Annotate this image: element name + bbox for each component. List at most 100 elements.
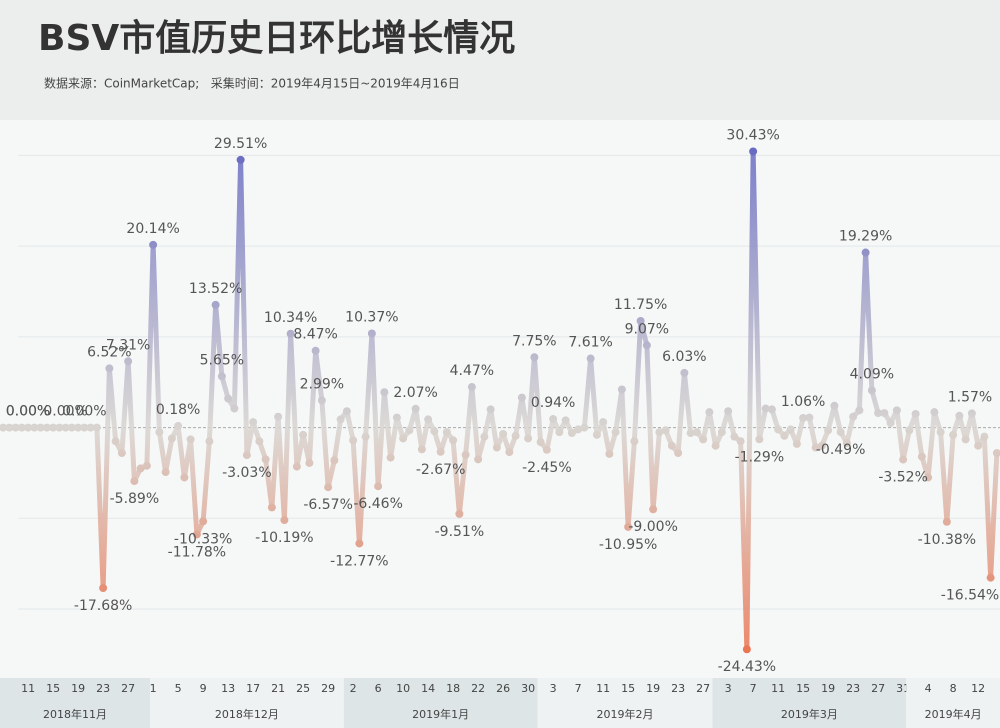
point (61, 423, 70, 432)
point (161, 468, 170, 477)
point (117, 448, 126, 457)
point (917, 452, 926, 461)
point (249, 418, 258, 427)
data-label: 7.31% (106, 337, 150, 353)
month-band (0, 678, 150, 728)
month-label: 2018年11月 (43, 707, 107, 721)
point (399, 434, 408, 443)
point (186, 435, 195, 444)
point (986, 573, 995, 582)
x-tick-label: 23 (96, 682, 110, 695)
data-label: 0.00% (43, 404, 87, 420)
data-label: -10.95% (599, 537, 657, 553)
point (724, 407, 733, 416)
point (342, 407, 351, 416)
point (374, 482, 383, 491)
x-tick-label: 11 (21, 682, 35, 695)
x-tick-label: 23 (846, 682, 860, 695)
point (592, 430, 601, 439)
x-tick-label: 2 (350, 682, 357, 695)
point (530, 353, 539, 362)
data-label: 6.03% (662, 349, 706, 365)
month-band (343, 678, 538, 728)
point (836, 428, 845, 437)
data-label: -3.52% (878, 470, 928, 486)
point (511, 431, 520, 440)
data-label: 4.09% (850, 366, 894, 382)
data-label: 29.51% (214, 136, 267, 152)
point (36, 423, 45, 432)
point (636, 316, 645, 325)
month-band (906, 678, 1000, 728)
data-label: 20.14% (126, 221, 179, 237)
data-label: 30.43% (726, 127, 779, 143)
data-label: 0.00% (62, 404, 106, 420)
point (424, 415, 433, 424)
point (742, 645, 751, 654)
point (899, 455, 908, 464)
point (305, 458, 314, 467)
point (674, 448, 683, 457)
x-tick-label: 19 (646, 682, 660, 695)
point (467, 383, 476, 392)
point (155, 428, 164, 437)
plot-bg (0, 120, 1000, 678)
point (461, 450, 470, 459)
data-label: -17.68% (74, 598, 132, 614)
x-tick-label: 15 (796, 682, 810, 695)
point (686, 429, 695, 438)
point (124, 357, 133, 366)
x-tick-label: 7 (750, 682, 757, 695)
point (617, 385, 626, 394)
data-label: -12.77% (330, 553, 388, 569)
point (274, 412, 283, 421)
point (355, 539, 364, 548)
x-tick-label: 12 (971, 682, 985, 695)
point (99, 583, 108, 592)
x-tick-label: 17 (246, 682, 260, 695)
month-band (537, 678, 713, 728)
point (642, 341, 651, 350)
data-label: 10.37% (345, 309, 398, 325)
point (199, 517, 208, 526)
x-tick-label: 4 (925, 682, 932, 695)
data-label: -11.78% (168, 544, 226, 560)
point (236, 155, 245, 164)
point (842, 439, 851, 448)
data-label: 2.99% (300, 376, 344, 392)
x-tick-label: 3 (550, 682, 557, 695)
point (17, 423, 26, 432)
data-label: 1.57% (948, 389, 992, 405)
point (567, 429, 576, 438)
point (905, 426, 914, 435)
point (80, 423, 89, 432)
data-label: -5.89% (110, 491, 160, 507)
x-tick-label: 25 (296, 682, 310, 695)
data-label: 1.06% (781, 394, 825, 410)
point (486, 405, 495, 414)
point (336, 415, 345, 424)
point (417, 445, 426, 454)
point (505, 448, 514, 457)
data-label: -6.57% (303, 497, 353, 513)
point (699, 435, 708, 444)
point (324, 483, 333, 492)
line (0, 148, 1000, 652)
point (949, 430, 958, 439)
point (874, 409, 883, 418)
month-band (712, 678, 907, 728)
x-tick-label: 30 (521, 682, 535, 695)
x-tick-label: 1 (150, 682, 157, 695)
point (280, 516, 289, 525)
point (361, 432, 370, 441)
point (49, 423, 58, 432)
point (517, 393, 526, 402)
data-label: 7.75% (512, 333, 556, 349)
x-tick-label: 27 (121, 682, 135, 695)
point (661, 426, 670, 435)
point (580, 423, 589, 432)
point (867, 386, 876, 395)
point (817, 441, 826, 450)
point (599, 418, 608, 427)
data-label: 2.07% (393, 385, 437, 401)
